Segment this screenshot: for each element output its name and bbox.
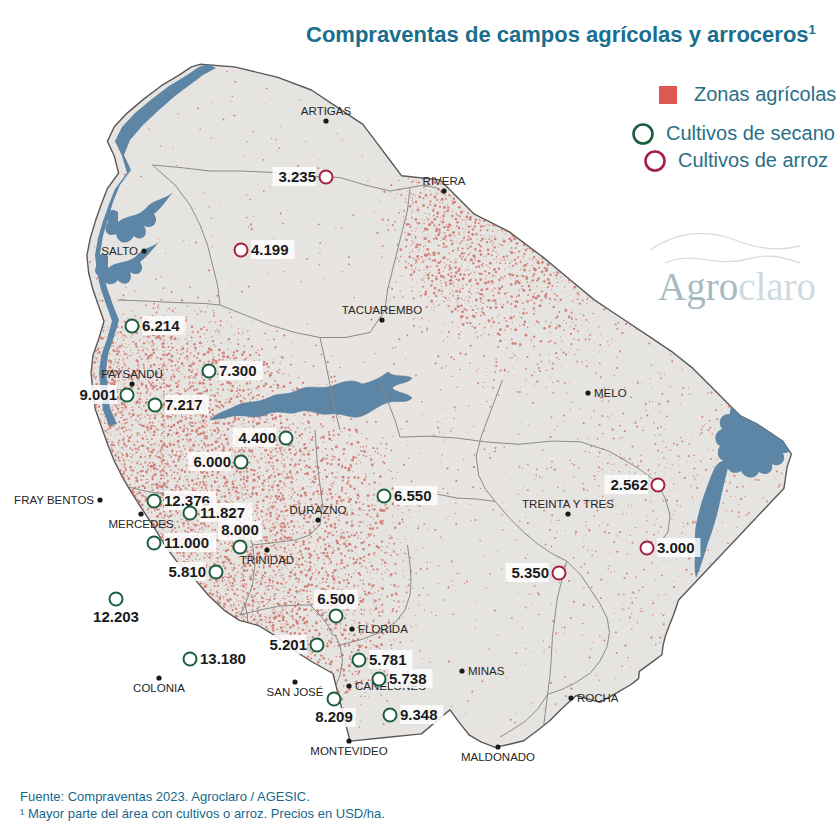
svg-text:COLONIA: COLONIA — [133, 682, 185, 694]
svg-text:9.001: 9.001 — [79, 386, 117, 403]
svg-text:TRINIDAD: TRINIDAD — [240, 554, 294, 566]
svg-text:5.201: 5.201 — [269, 636, 307, 653]
svg-text:2.562: 2.562 — [610, 476, 648, 493]
svg-text:7.300: 7.300 — [219, 362, 257, 379]
svg-text:5.738: 5.738 — [389, 670, 427, 687]
svg-text:PAYSANDÚ: PAYSANDÚ — [101, 368, 163, 380]
svg-text:Agroclaro: Agroclaro — [658, 265, 816, 309]
svg-text:ARTIGAS: ARTIGAS — [301, 105, 352, 117]
svg-text:SAN JOSÉ: SAN JOSÉ — [267, 686, 324, 698]
svg-text:8.209: 8.209 — [315, 708, 353, 725]
svg-text:TREINTA Y TRES: TREINTA Y TRES — [522, 498, 614, 510]
svg-text:FRAY BENTOS: FRAY BENTOS — [14, 494, 94, 506]
svg-text:8.000: 8.000 — [221, 521, 259, 538]
svg-text:DURAZNO: DURAZNO — [290, 504, 347, 516]
svg-text:Compraventas de campos agrícol: Compraventas de campos agrícolas y arroc… — [306, 22, 816, 47]
svg-text:5.810: 5.810 — [168, 563, 206, 580]
svg-text:4.199: 4.199 — [251, 241, 289, 258]
svg-text:MALDONADO: MALDONADO — [461, 751, 535, 763]
svg-text:FLORIDA: FLORIDA — [358, 623, 408, 635]
svg-text:SALTO: SALTO — [101, 245, 138, 257]
svg-text:RIVERA: RIVERA — [423, 175, 466, 187]
svg-text:3.000: 3.000 — [657, 539, 695, 556]
svg-text:7.217: 7.217 — [165, 396, 203, 413]
svg-text:13.180: 13.180 — [200, 650, 246, 667]
svg-text:MELO: MELO — [594, 387, 627, 399]
svg-text:Cultivos de arroz: Cultivos de arroz — [678, 149, 828, 171]
svg-text:MONTEVIDEO: MONTEVIDEO — [310, 745, 387, 757]
svg-text:12.203: 12.203 — [93, 608, 139, 625]
svg-text:11.827: 11.827 — [200, 504, 245, 521]
svg-text:Zonas agrícolas: Zonas agrícolas — [694, 83, 836, 105]
svg-text:6.500: 6.500 — [317, 590, 355, 607]
svg-text:4.400: 4.400 — [238, 429, 276, 446]
svg-text:5.350: 5.350 — [511, 564, 549, 581]
svg-text:ROCHA: ROCHA — [577, 692, 619, 704]
svg-text:3.235: 3.235 — [278, 168, 316, 185]
svg-text:6.550: 6.550 — [394, 487, 432, 504]
svg-text:11.000: 11.000 — [164, 534, 209, 551]
svg-text:TACUAREMBO: TACUAREMBO — [342, 304, 422, 316]
svg-text:6.214: 6.214 — [142, 317, 180, 334]
svg-text:Cultivos de secano: Cultivos de secano — [666, 122, 835, 144]
svg-text:6.000: 6.000 — [193, 453, 231, 470]
svg-text:MINAS: MINAS — [468, 665, 505, 677]
svg-text:¹ Mayor parte del área con cul: ¹ Mayor parte del área con cultivos o ar… — [20, 806, 385, 821]
svg-text:Fuente: Compraventas 2023. Agr: Fuente: Compraventas 2023. Agroclaro / A… — [20, 789, 310, 804]
svg-text:MERCEDES: MERCEDES — [108, 518, 174, 530]
svg-text:5.781: 5.781 — [369, 651, 407, 668]
svg-text:9.348: 9.348 — [400, 706, 438, 723]
